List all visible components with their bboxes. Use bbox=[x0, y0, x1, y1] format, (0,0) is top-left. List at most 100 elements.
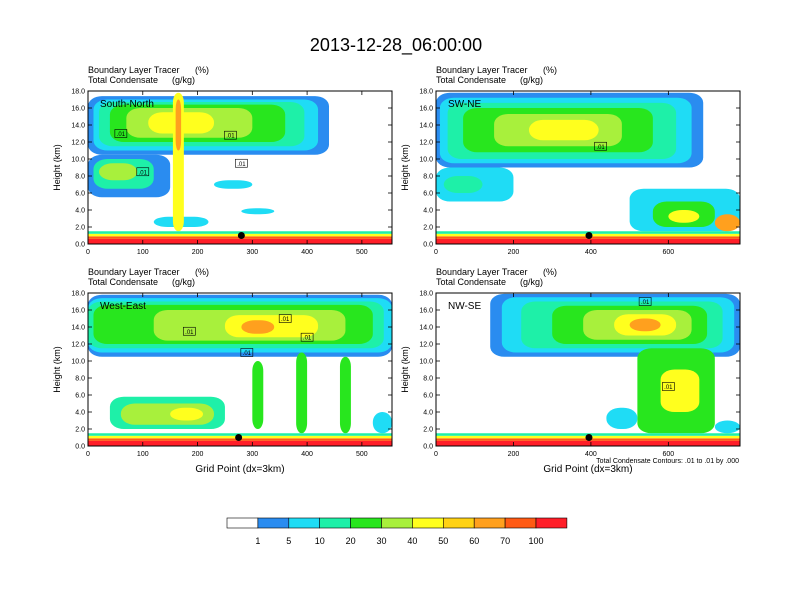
cloud-region-7 bbox=[241, 320, 275, 334]
plot-frame bbox=[435, 90, 741, 245]
location-marker bbox=[237, 232, 245, 239]
legend-swatch-4 bbox=[319, 517, 351, 529]
panel-subtitle: Total Condensate bbox=[88, 277, 158, 287]
contour-label-1: .01 bbox=[183, 326, 196, 336]
svg-text:.01: .01 bbox=[185, 330, 194, 336]
legend-label-8: 60 bbox=[469, 536, 479, 546]
panel-label: SW-NE bbox=[448, 99, 481, 110]
contour-label-2: .01 bbox=[662, 382, 675, 391]
y-tick-label: 10.0 bbox=[419, 157, 433, 164]
legend-label-5: 30 bbox=[376, 536, 386, 546]
x-tick-label: 400 bbox=[585, 451, 597, 458]
y-tick-label: 16.0 bbox=[71, 308, 85, 315]
x-tick-label: 0 bbox=[86, 451, 90, 458]
panel-title: Boundary Layer Tracer bbox=[88, 65, 180, 75]
y-tick-label: 2.0 bbox=[75, 427, 85, 434]
y-tick-label: 18.0 bbox=[71, 89, 85, 96]
panel-subtitle-unit: (g/kg) bbox=[520, 277, 543, 287]
plot-area: .01 SW-NE bbox=[436, 91, 740, 244]
y-tick-label: 0.0 bbox=[75, 444, 85, 451]
y-tick-label: 18.0 bbox=[71, 291, 85, 298]
legend-swatch-5 bbox=[350, 517, 382, 529]
location-marker bbox=[235, 434, 243, 441]
panel-subtitle-unit: (g/kg) bbox=[172, 75, 195, 85]
cloud-region-11 bbox=[241, 208, 275, 215]
cloud-region-8 bbox=[443, 176, 483, 193]
plot-frame bbox=[87, 90, 393, 245]
y-axis-label: Height (km) bbox=[400, 346, 410, 393]
x-tick-label: 200 bbox=[192, 249, 204, 256]
legend-swatch-8 bbox=[442, 517, 475, 529]
y-tick-label: 8.0 bbox=[423, 174, 433, 181]
panel-2: .01 SW-NE Boundary Layer Tracer (%) Total Co… bbox=[400, 65, 741, 256]
panel-title: Boundary Layer Tracer bbox=[436, 65, 528, 75]
legend-label-4: 20 bbox=[346, 536, 356, 546]
legend-label-10: 100 bbox=[528, 536, 543, 546]
y-tick-label: 2.0 bbox=[75, 225, 85, 232]
contour-label-1: .01 bbox=[594, 141, 607, 151]
legend-swatch-10 bbox=[504, 517, 537, 529]
legend-label-1: 1 bbox=[255, 536, 260, 546]
cloud-region-10 bbox=[170, 407, 204, 421]
y-tick-label: 6.0 bbox=[75, 393, 85, 400]
plot-area: .01 .01 NW-SE bbox=[436, 293, 740, 446]
cloud-region-12 bbox=[714, 214, 740, 232]
panel-subtitle: Total Condensate bbox=[88, 75, 158, 85]
cloud-region-11 bbox=[668, 210, 700, 223]
y-axis-label: Height (km) bbox=[52, 346, 62, 393]
y-tick-label: 14.0 bbox=[419, 325, 433, 332]
y-tick-label: 12.0 bbox=[419, 140, 433, 147]
contour-label-4: .01 bbox=[300, 332, 314, 342]
cloud-region-10 bbox=[606, 407, 638, 429]
y-tick-label: 16.0 bbox=[71, 106, 85, 113]
panel-3: .01 .01 .01 .01 West-East Boundary Layer Trac… bbox=[52, 267, 393, 475]
y-tick-label: 8.0 bbox=[75, 376, 85, 383]
y-tick-label: 4.0 bbox=[423, 410, 433, 417]
panel-title-unit: (%) bbox=[195, 267, 209, 277]
svg-text:.01: .01 bbox=[237, 162, 246, 168]
x-tick-label: 100 bbox=[137, 249, 149, 256]
cloud-region-14 bbox=[175, 99, 182, 151]
figure-title: 2013-12-28_06:00:00 bbox=[310, 35, 482, 56]
y-tick-label: 6.0 bbox=[423, 191, 433, 198]
y-tick-label: 14.0 bbox=[71, 325, 85, 332]
y-tick-label: 8.0 bbox=[423, 376, 433, 383]
legend-swatch-11 bbox=[535, 517, 568, 529]
panel-title-unit: (%) bbox=[543, 267, 557, 277]
y-tick-label: 18.0 bbox=[419, 291, 433, 298]
location-marker bbox=[585, 434, 593, 441]
y-tick-label: 12.0 bbox=[71, 140, 85, 147]
panel-subtitle: Total Condensate bbox=[436, 75, 506, 85]
cloud-region-7 bbox=[629, 318, 661, 332]
panel-4: .01 .01 NW-SE Boundary Layer Tracer (%) Total… bbox=[400, 267, 741, 475]
y-tick-label: 10.0 bbox=[71, 359, 85, 366]
panel-label: West-East bbox=[100, 301, 146, 312]
svg-text:.01: .01 bbox=[281, 317, 290, 323]
svg-text:.01: .01 bbox=[664, 385, 673, 391]
panel-title: Boundary Layer Tracer bbox=[88, 267, 180, 277]
boundary-layer-band-1 bbox=[436, 238, 740, 244]
x-tick-label: 400 bbox=[301, 451, 313, 458]
x-tick-label: 500 bbox=[356, 451, 368, 458]
svg-text:.01: .01 bbox=[243, 351, 252, 357]
legend-swatch-3 bbox=[288, 517, 320, 529]
panel-label: South-North bbox=[100, 99, 154, 110]
cloud-region-12 bbox=[296, 352, 308, 434]
plot-area: .01 .01 .01 .01 South-North bbox=[88, 91, 392, 244]
cloud-region-11 bbox=[714, 420, 740, 434]
y-tick-label: 0.0 bbox=[75, 242, 85, 249]
panel-title: Boundary Layer Tracer bbox=[436, 267, 528, 277]
svg-text:.01: .01 bbox=[226, 134, 235, 140]
x-tick-label: 400 bbox=[585, 249, 597, 256]
contour-label-3: .01 bbox=[278, 314, 292, 323]
x-tick-label: 0 bbox=[86, 249, 90, 256]
cloud-region-10 bbox=[213, 180, 253, 189]
contour-label-4: .01 bbox=[235, 158, 248, 168]
legend-label-6: 40 bbox=[407, 536, 417, 546]
y-tick-label: 18.0 bbox=[419, 89, 433, 96]
x-tick-label: 0 bbox=[434, 249, 438, 256]
legend-label-7: 50 bbox=[438, 536, 448, 546]
legend-swatch-2 bbox=[257, 517, 290, 529]
cloud-region-11 bbox=[252, 361, 264, 429]
